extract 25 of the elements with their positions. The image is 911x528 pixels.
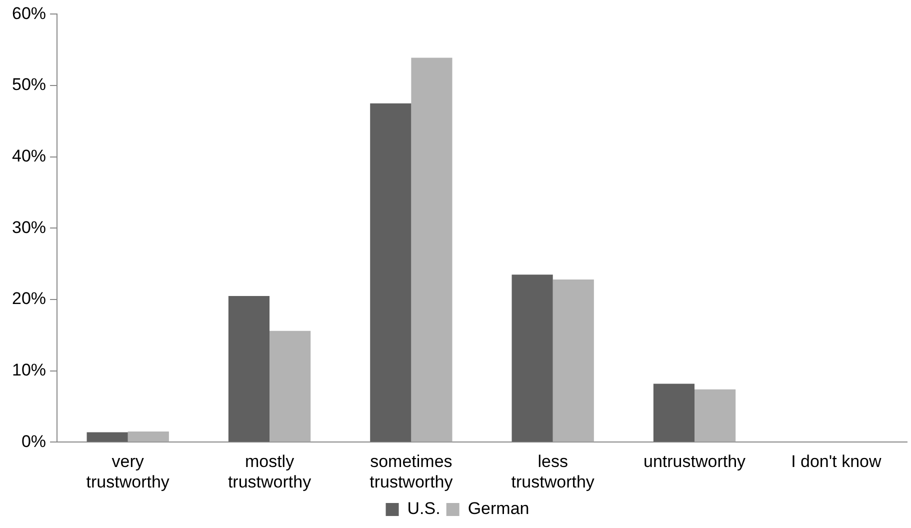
bar xyxy=(552,280,594,442)
bar xyxy=(694,389,736,442)
bar xyxy=(512,274,553,442)
bar xyxy=(411,58,452,442)
legend-label: U.S. xyxy=(407,499,440,518)
legend-label: German xyxy=(468,499,530,518)
x-tick-label: less trustworthy xyxy=(511,452,595,492)
bar xyxy=(128,432,169,442)
x-tick-label: very trustworthy xyxy=(86,452,170,492)
y-tick-label: 50% xyxy=(12,75,46,94)
x-tick-label: I don't know xyxy=(791,452,882,472)
bar xyxy=(653,384,695,442)
y-tick-label: 0% xyxy=(21,432,46,451)
bar xyxy=(370,103,412,442)
bar xyxy=(270,330,311,442)
bar xyxy=(228,296,270,442)
x-tick-label: untrustworthy xyxy=(643,452,746,472)
y-tick-label: 40% xyxy=(12,146,46,166)
y-tick-label: 20% xyxy=(12,289,46,308)
bar xyxy=(86,432,128,442)
x-tick-label: sometimes trustworthy xyxy=(370,452,454,492)
y-tick-label: 10% xyxy=(12,360,46,380)
x-tick-label: mostly trustworthy xyxy=(228,452,312,492)
y-tick-label: 30% xyxy=(12,218,46,237)
y-tick-label: 60% xyxy=(12,4,46,23)
